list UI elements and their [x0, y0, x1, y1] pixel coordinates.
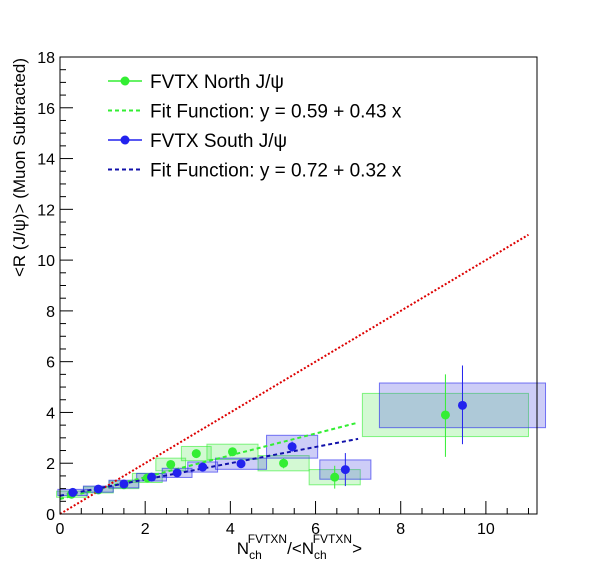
x-axis-title-sub1: ch — [249, 548, 262, 562]
y-tick-label: 12 — [37, 202, 55, 219]
y-tick-label: 0 — [46, 507, 55, 524]
data-point — [94, 485, 103, 494]
data-point — [237, 459, 246, 468]
x-axis-title-sup1: FVTXN — [248, 532, 287, 546]
data-point — [147, 473, 156, 482]
y-tick-label: 8 — [46, 304, 55, 321]
data-point — [173, 468, 182, 477]
data-point — [279, 459, 288, 468]
svg-text:NchFVTXN/<NchFVTXN>: NchFVTXN/<NchFVTXN> — [237, 532, 362, 562]
data-point — [228, 447, 237, 456]
x-tick-label: 0 — [56, 521, 65, 538]
y-tick-label: 4 — [46, 405, 55, 422]
data-point — [198, 463, 207, 472]
x-tick-label: 10 — [477, 521, 495, 538]
legend-marker — [121, 77, 130, 86]
x-tick-label: 4 — [226, 521, 235, 538]
legend-label: FVTX South J/ψ — [150, 131, 287, 152]
y-tick-label: 18 — [37, 50, 55, 67]
legend-label: Fit Function: y = 0.59 + 0.43 x — [150, 102, 402, 123]
data-point — [68, 488, 77, 497]
legend-label: FVTX North J/ψ — [150, 72, 284, 93]
x-axis-title-sup2: FVTXN — [313, 532, 352, 546]
legend-label: Fit Function: y = 0.72 + 0.32 x — [150, 161, 402, 182]
y-tick-label: 14 — [37, 152, 55, 169]
data-point — [441, 410, 450, 419]
data-point — [458, 401, 467, 410]
y-tick-label: 16 — [37, 101, 55, 118]
y-axis-title: <R (J/ψ)> (Muon Subtracted) — [10, 58, 29, 277]
data-point — [192, 449, 201, 458]
x-axis-title-mid: /<N — [287, 539, 314, 558]
data-point — [330, 473, 339, 482]
legend: FVTX North J/ψ Fit Function: y = 0.59 + 0… — [108, 72, 402, 182]
y-tick-label: 10 — [37, 253, 55, 270]
data-point — [119, 480, 128, 489]
data-point — [341, 465, 350, 474]
legend-marker — [121, 136, 130, 145]
data-point — [288, 442, 297, 451]
reference-line — [60, 235, 528, 514]
fit-lines — [60, 235, 528, 514]
x-tick-label: 8 — [396, 521, 405, 538]
x-axis-title-end: > — [352, 539, 362, 558]
data-point — [166, 460, 175, 469]
x-axis-title: NchFVTXN/<NchFVTXN> — [237, 532, 362, 562]
y-tick-label: 2 — [46, 456, 55, 473]
x-tick-label: 2 — [141, 521, 150, 538]
x-axis-title-sub2: ch — [314, 548, 327, 562]
y-tick-label: 6 — [46, 355, 55, 372]
